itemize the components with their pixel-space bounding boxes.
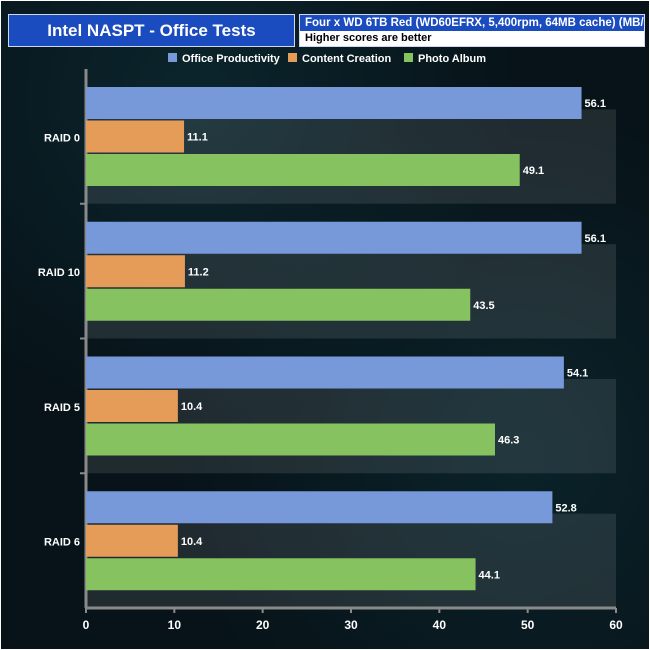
x-tick-label: 20 (256, 618, 270, 632)
x-tick-label: 50 (521, 618, 535, 632)
data-label: 54.1 (567, 368, 588, 380)
bar (86, 154, 520, 186)
bar (86, 255, 185, 288)
data-label: 52.8 (555, 502, 576, 514)
x-tick-label: 40 (433, 618, 447, 632)
category-label: RAID 10 (38, 267, 80, 279)
legend-swatch (288, 53, 297, 62)
chart-note: Higher scores are better (300, 31, 644, 46)
data-label: 44.1 (479, 569, 500, 581)
bar (86, 491, 553, 524)
data-label: 10.4 (181, 401, 203, 413)
bar (86, 288, 471, 321)
bar (86, 356, 564, 389)
data-label: 46.3 (498, 435, 519, 447)
bar (86, 390, 178, 422)
data-label: 11.2 (188, 266, 209, 278)
category-label: RAID 6 (44, 537, 80, 549)
legend-swatch (404, 53, 413, 62)
data-label: 56.1 (585, 98, 606, 110)
data-label: 43.5 (473, 300, 494, 312)
x-tick-label: 30 (344, 618, 358, 632)
bar (86, 524, 178, 557)
bar (86, 87, 582, 119)
chart-subtitle: Four x WD 6TB Red (WD60EFRX, 5,400rpm, 6… (300, 15, 644, 31)
bar (86, 423, 495, 456)
x-tick-label: 60 (609, 618, 623, 632)
chart-title: Intel NASPT - Office Tests (8, 14, 295, 47)
legend-label: Photo Album (418, 53, 486, 65)
x-tick-label: 0 (83, 618, 90, 632)
data-label: 11.1 (187, 132, 208, 144)
x-tick-label: 10 (168, 618, 182, 632)
bar (86, 221, 582, 254)
bar (86, 558, 476, 591)
bar (86, 120, 185, 153)
data-label: 10.4 (181, 536, 203, 548)
category-label: RAID 5 (44, 402, 80, 414)
legend-label: Content Creation (302, 53, 392, 65)
legend-swatch (168, 53, 177, 62)
data-label: 56.1 (585, 233, 606, 245)
data-label: 49.1 (523, 165, 544, 177)
category-label: RAID 0 (44, 132, 80, 144)
legend-label: Office Productivity (182, 53, 281, 65)
chart-subtitle-box: Four x WD 6TB Red (WD60EFRX, 5,400rpm, 6… (299, 14, 645, 47)
